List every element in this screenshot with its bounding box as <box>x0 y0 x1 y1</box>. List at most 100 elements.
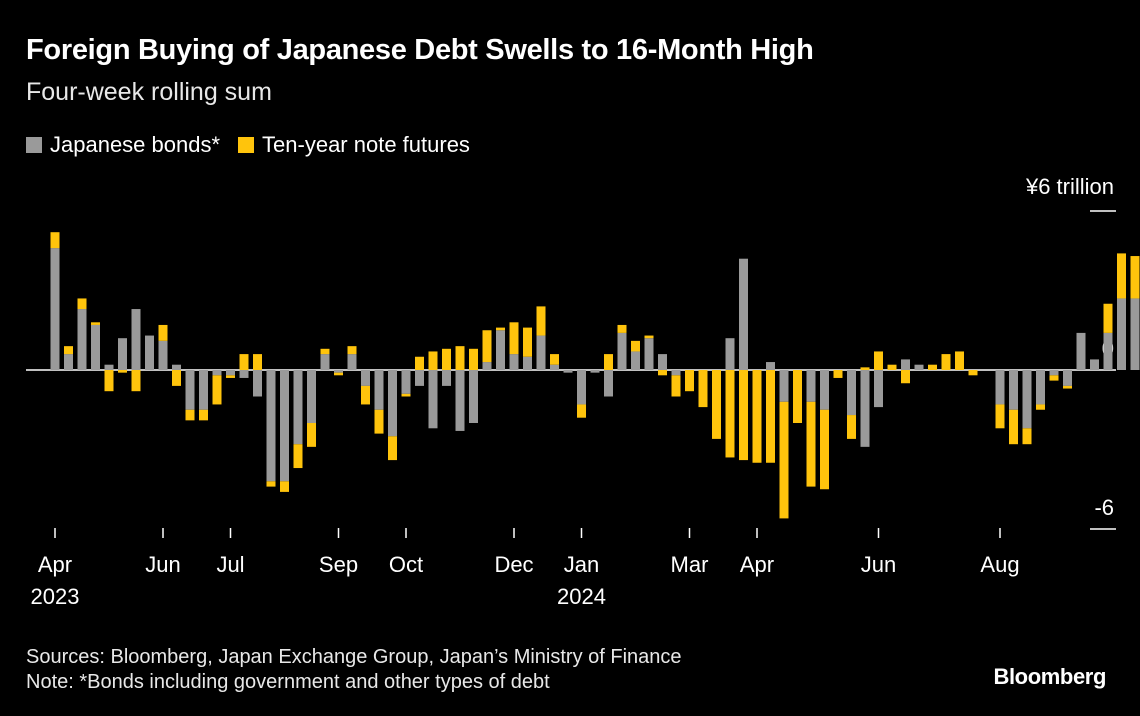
bar-futures <box>158 324 168 341</box>
bar-futures <box>239 354 249 370</box>
bar-futures <box>1022 428 1032 445</box>
bar-futures <box>793 370 802 423</box>
bar-bonds <box>239 370 249 378</box>
bar-bonds <box>914 364 924 370</box>
bar-futures <box>1036 404 1045 410</box>
bar-futures <box>401 393 411 397</box>
bar-futures <box>320 348 330 355</box>
bar-futures <box>820 409 829 490</box>
bar-futures <box>1117 253 1126 299</box>
bar-futures <box>280 481 289 492</box>
bar-bonds <box>131 309 141 370</box>
legend-swatch-bonds <box>26 137 42 153</box>
y-axis-unit-label: ¥6 trillion <box>1025 174 1114 199</box>
bar-bonds <box>1036 370 1045 405</box>
bar-futures <box>536 306 546 336</box>
x-tick-label: Jul <box>216 552 244 577</box>
bar-bonds <box>226 370 235 376</box>
bar-bonds <box>334 370 343 373</box>
bar-bonds <box>77 309 87 370</box>
x-tick-label: Jun <box>861 552 896 577</box>
bar-bonds <box>550 364 559 370</box>
bar-futures <box>91 322 100 325</box>
chart-subtitle: Four-week rolling sum <box>26 78 272 106</box>
bar-futures <box>374 409 384 434</box>
bar-bonds <box>617 332 627 370</box>
bar-bonds <box>658 354 667 370</box>
bar-bonds <box>1063 370 1072 386</box>
bar-futures <box>698 370 708 408</box>
bar-futures <box>779 401 789 519</box>
bar-bonds <box>725 338 735 370</box>
bar-bonds <box>172 364 181 370</box>
x-tick-label: Dec <box>494 552 533 577</box>
legend-item-bonds: Japanese bonds* <box>26 132 220 158</box>
bar-futures <box>874 351 883 370</box>
bar-bonds <box>766 362 775 370</box>
x-tick-label: Apr <box>38 552 72 577</box>
x-tick-label: Mar <box>671 552 709 577</box>
bar-futures <box>604 354 613 370</box>
bar-bonds <box>266 370 276 482</box>
bar-bonds <box>91 324 100 370</box>
x-tick-label: Oct <box>389 552 423 577</box>
x-tick-label: Jan <box>564 552 599 577</box>
bar-chart: ¥6 trillion0-6Apr2023JunJulSepOctDecJan2… <box>26 174 1140 609</box>
bar-futures <box>887 364 897 370</box>
bar-futures <box>496 327 505 331</box>
bar-bonds <box>671 370 681 376</box>
bar-futures <box>766 370 775 463</box>
bar-futures <box>712 370 721 439</box>
bar-futures <box>523 327 532 357</box>
bar-bonds <box>428 370 438 429</box>
bar-futures <box>131 370 141 392</box>
bar-bonds <box>1130 298 1140 370</box>
bar-bonds <box>469 370 478 423</box>
bar-futures <box>307 423 316 447</box>
bar-futures <box>361 385 370 405</box>
bar-futures <box>806 401 816 487</box>
bar-futures <box>725 370 735 458</box>
bar-futures <box>253 354 262 370</box>
bar-bonds <box>509 354 519 370</box>
bar-bonds <box>874 370 883 408</box>
bar-bonds <box>347 354 357 370</box>
y-tick-label: -6 <box>1094 495 1114 520</box>
footnote: Note: *Bonds including government and ot… <box>26 671 550 693</box>
chart-title: Foreign Buying of Japanese Debt Swells t… <box>26 34 814 66</box>
bar-futures <box>118 370 127 373</box>
bar-bonds <box>442 370 451 386</box>
bar-futures <box>928 364 937 370</box>
bar-bonds <box>806 370 816 402</box>
bar-futures <box>185 409 195 421</box>
bar-futures <box>995 404 1005 429</box>
legend-label-bonds: Japanese bonds* <box>50 132 221 157</box>
bar-futures <box>1063 385 1072 389</box>
bar-futures <box>955 351 964 370</box>
bar-bonds <box>779 370 789 402</box>
bar-bonds <box>185 370 195 410</box>
bar-futures <box>1130 256 1140 299</box>
bar-bonds <box>361 370 370 386</box>
bar-bonds <box>293 370 303 445</box>
bar-bonds <box>590 370 600 373</box>
bar-futures <box>455 346 465 370</box>
legend: Japanese bonds* Ten-year note futures <box>26 132 488 158</box>
bar-bonds <box>64 354 73 370</box>
bar-futures <box>847 415 856 439</box>
bloomberg-logo: Bloomberg <box>993 664 1106 689</box>
bar-bonds <box>104 364 114 370</box>
bar-bonds <box>307 370 316 423</box>
bar-futures <box>658 370 667 376</box>
x-tick-label: Sep <box>319 552 358 577</box>
bar-bonds <box>820 370 829 410</box>
bar-futures <box>1009 409 1018 445</box>
bar-futures <box>266 481 276 487</box>
bar-futures <box>901 370 910 384</box>
bar-bonds <box>1090 359 1099 370</box>
bar-futures <box>739 370 748 461</box>
footer: Sources: Bloomberg, Japan Exchange Group… <box>26 645 682 695</box>
bar-futures <box>482 330 492 363</box>
bar-futures <box>671 375 681 397</box>
bar-futures <box>968 370 978 376</box>
